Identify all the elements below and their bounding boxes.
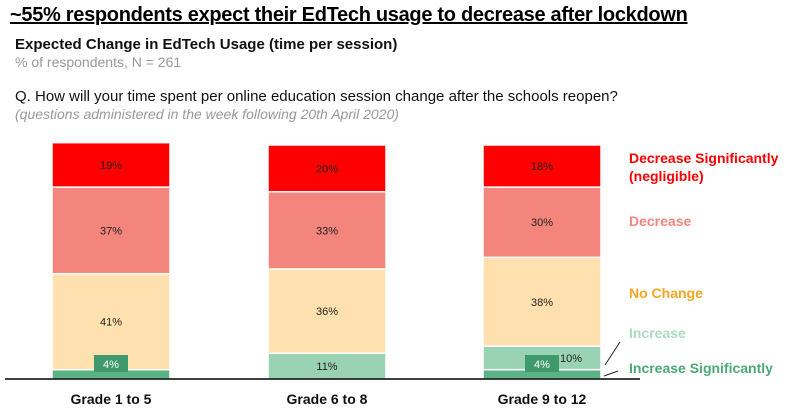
data-label: 19% <box>100 160 122 172</box>
data-label: 4% <box>534 359 550 371</box>
legend-item: No Change <box>629 285 703 301</box>
legend-item: Increase Significantly <box>629 360 773 376</box>
legend-item: Decrease Significantly (negligible) <box>629 150 779 184</box>
data-label: 30% <box>531 217 553 229</box>
data-label: 11% <box>316 361 337 373</box>
data-label-box <box>94 355 128 372</box>
bar-segment <box>267 268 387 355</box>
page-title: ~55% respondents expect their EdTech usa… <box>10 4 688 26</box>
data-label-box <box>525 355 559 372</box>
data-label: 10% <box>560 353 582 365</box>
chart-title: Expected Change in EdTech Usage (time pe… <box>15 36 398 53</box>
data-label: 20% <box>316 163 338 175</box>
legend-leader-line <box>604 341 621 366</box>
data-label: 37% <box>100 225 122 237</box>
data-label: 38% <box>531 297 553 309</box>
x-tick-label: Grade 9 to 12 <box>498 391 587 407</box>
data-label: 18% <box>531 161 553 173</box>
bar-segment <box>267 144 387 193</box>
x-tick-label: Grade 6 to 8 <box>287 391 368 407</box>
chart-note: % of respondents, N = 261 <box>15 54 182 70</box>
bar-segment <box>51 186 171 275</box>
data-label: 33% <box>316 225 338 237</box>
question-text: Q. How will your time spent per online e… <box>15 88 618 105</box>
data-label: 41% <box>100 317 122 329</box>
bar-segment <box>51 141 171 188</box>
x-tick-label: Grade 1 to 5 <box>71 391 152 407</box>
bar-segment <box>267 191 387 270</box>
bar-segment <box>482 186 602 259</box>
legend-item: Decrease <box>629 213 692 229</box>
legend-item: Increase <box>629 325 686 341</box>
bar-segment <box>482 144 602 188</box>
data-label: 4% <box>103 359 119 371</box>
data-label: 36% <box>316 306 338 318</box>
question-note: (questions administered in the week foll… <box>15 106 399 122</box>
legend-leader-line <box>603 370 619 377</box>
